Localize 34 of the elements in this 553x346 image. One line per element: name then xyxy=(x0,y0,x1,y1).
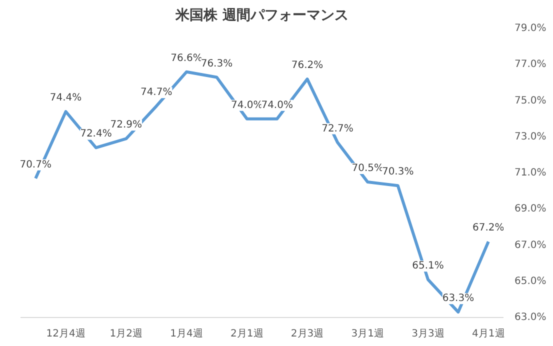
y-tick-label: 73.0% xyxy=(514,131,546,142)
x-tick-label: 1月2週 xyxy=(110,328,143,340)
x-tick-label: 3月1週 xyxy=(351,328,384,340)
y-tick-label: 67.0% xyxy=(514,240,546,251)
data-label: 74.0% xyxy=(261,100,293,111)
x-tick-label: 12月4週 xyxy=(46,328,86,340)
y-tick-label: 79.0% xyxy=(514,23,546,34)
data-label: 72.4% xyxy=(80,128,112,140)
x-tick-label: 1月4週 xyxy=(170,328,203,340)
data-label: 72.7% xyxy=(322,123,354,134)
x-tick-label: 3月3週 xyxy=(412,328,444,340)
data-label: 72.9% xyxy=(110,120,142,131)
data-label: 70.5% xyxy=(352,163,384,174)
chart-title: 米国株 週間パフォーマンス xyxy=(174,8,348,24)
data-label: 76.6% xyxy=(170,52,202,64)
data-label: 70.3% xyxy=(382,166,414,178)
y-tick-label: 65.0% xyxy=(514,276,546,287)
data-label: 74.7% xyxy=(140,87,172,98)
data-label: 76.3% xyxy=(200,58,233,70)
x-tick-label: 2月1週 xyxy=(230,328,264,340)
y-tick-label: 63.0% xyxy=(514,312,546,323)
data-label: 74.4% xyxy=(50,92,82,104)
y-tick-label: 71.0% xyxy=(514,168,546,178)
data-label: 76.2% xyxy=(291,60,324,72)
y-tick-label: 75.0% xyxy=(514,95,546,106)
data-label: 70.7% xyxy=(20,159,52,170)
data-label: 67.2% xyxy=(472,222,504,234)
y-tick-label: 69.0% xyxy=(514,204,546,215)
data-label: 65.1% xyxy=(412,260,444,272)
x-tick-label: 2月3週 xyxy=(290,328,324,340)
data-label: 63.3% xyxy=(442,293,474,304)
x-tick-label: 4月1週 xyxy=(472,328,505,340)
data-label: 74.0% xyxy=(231,100,263,111)
y-tick-label: 77.0% xyxy=(514,59,546,70)
